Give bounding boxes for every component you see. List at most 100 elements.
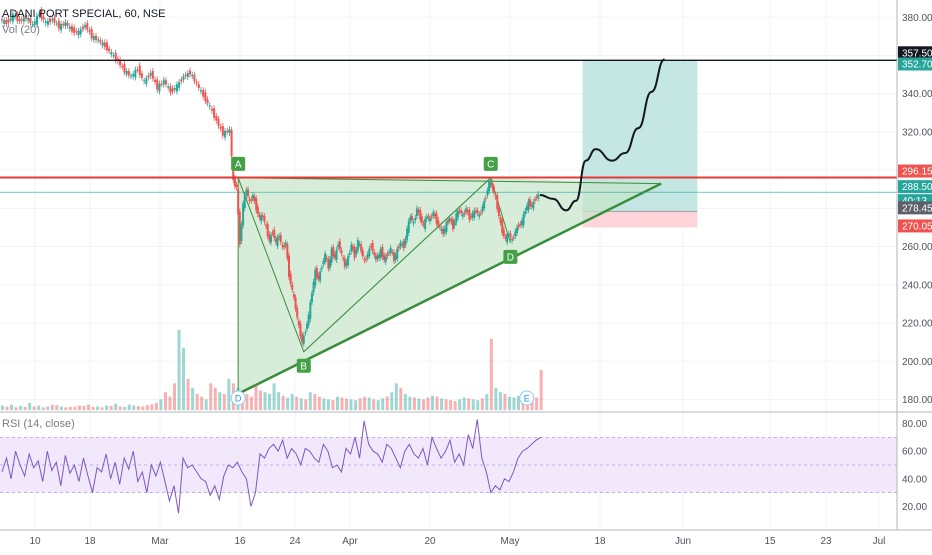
- volume-bar: [28, 402, 32, 410]
- candle-body: [195, 82, 198, 84]
- candle-body: [515, 227, 518, 234]
- volume-bar: [440, 398, 444, 410]
- candle-body: [278, 236, 281, 238]
- candle-body: [292, 294, 295, 298]
- candle-body: [368, 248, 371, 257]
- candle-body: [132, 73, 135, 77]
- candle-body: [420, 216, 423, 223]
- candle-body: [134, 69, 137, 78]
- volume-bar: [331, 400, 335, 410]
- candle-body: [456, 210, 459, 218]
- candle-body: [488, 180, 491, 192]
- candle-body: [245, 190, 248, 196]
- candle-body: [255, 198, 258, 211]
- candle-body: [348, 253, 351, 255]
- time-tick-label: Jun: [675, 536, 691, 547]
- candle-body: [253, 196, 256, 201]
- volume-bar: [462, 397, 466, 410]
- volume-bar: [55, 405, 59, 410]
- candle-body: [452, 219, 454, 230]
- candle-body: [460, 210, 463, 214]
- candle-body: [103, 42, 106, 47]
- candle-body: [414, 217, 417, 221]
- triangle-fill: [238, 177, 662, 394]
- candle-body: [347, 256, 350, 266]
- candle-body: [40, 10, 43, 19]
- candle-body: [422, 223, 425, 225]
- candle-body: [345, 261, 348, 266]
- candle-body: [247, 189, 249, 196]
- volume-bar: [41, 407, 45, 410]
- candle-body: [332, 247, 335, 257]
- candle-body: [535, 197, 538, 199]
- candle-body: [432, 212, 435, 217]
- candle-body: [391, 251, 394, 253]
- point-label: A: [235, 159, 242, 170]
- point-label: C: [487, 159, 494, 170]
- candle-body: [378, 254, 381, 259]
- point-label: D: [507, 252, 514, 263]
- candle-body: [16, 13, 19, 21]
- volume-bar: [159, 399, 163, 410]
- time-tick-label: Mar: [151, 536, 169, 547]
- candle-body: [193, 74, 196, 82]
- candle-body: [149, 72, 152, 76]
- volume-bar: [354, 400, 358, 410]
- volume-bar: [1, 405, 4, 410]
- candle-body: [57, 20, 60, 29]
- candle-body: [506, 234, 509, 243]
- volume-bar: [50, 404, 54, 410]
- candle-body: [386, 253, 389, 257]
- candle-body: [258, 214, 261, 218]
- volume-bar: [213, 387, 217, 410]
- candle-body: [304, 332, 307, 334]
- price-tag-label: 296.15: [902, 167, 932, 178]
- candle-body: [361, 250, 364, 257]
- candle-body: [296, 307, 299, 318]
- candle-body: [374, 255, 377, 260]
- candle-body: [263, 216, 266, 222]
- point-marker-b: [296, 358, 311, 373]
- candle-body: [445, 221, 448, 232]
- volume-bar: [154, 402, 158, 410]
- candle-body: [294, 297, 297, 309]
- volume-bar: [367, 397, 371, 410]
- price-tag: [898, 180, 932, 194]
- candle-body: [356, 240, 359, 251]
- volume-bar: [326, 399, 330, 410]
- volume-bar: [132, 405, 136, 410]
- candle-body: [517, 225, 520, 228]
- candle-body: [335, 249, 338, 260]
- candle-body: [338, 241, 341, 250]
- candle-body: [178, 82, 181, 88]
- candle-body: [465, 208, 468, 213]
- volume-bar: [195, 394, 199, 410]
- candle-body: [20, 19, 23, 21]
- candle-body: [496, 195, 499, 210]
- candle-body: [60, 23, 63, 31]
- candle-body: [440, 228, 443, 231]
- candle-body: [53, 17, 56, 23]
- candle-body: [307, 314, 310, 325]
- price-tag: [898, 46, 932, 60]
- candle-body: [486, 190, 489, 196]
- candle-body: [435, 213, 438, 224]
- volume-bar: [268, 394, 272, 410]
- candle-body: [524, 211, 527, 215]
- volume-bar: [363, 396, 367, 410]
- candle-body: [237, 189, 240, 215]
- horizontal-levels: [0, 59, 897, 193]
- candle-body: [70, 26, 73, 32]
- event-marker-label: D: [235, 394, 242, 404]
- candle-body: [186, 73, 189, 77]
- volume-bar: [145, 405, 149, 410]
- candle-body: [206, 99, 209, 104]
- price-tags: 357.50352.70296.15288.5040:13278.45270.0…: [898, 46, 932, 233]
- stop-zone-box: [582, 211, 698, 228]
- candle-body: [204, 92, 207, 102]
- candle-body: [46, 20, 49, 25]
- candle-body: [25, 15, 28, 20]
- candle-body: [530, 204, 533, 207]
- event-marker: [519, 390, 535, 406]
